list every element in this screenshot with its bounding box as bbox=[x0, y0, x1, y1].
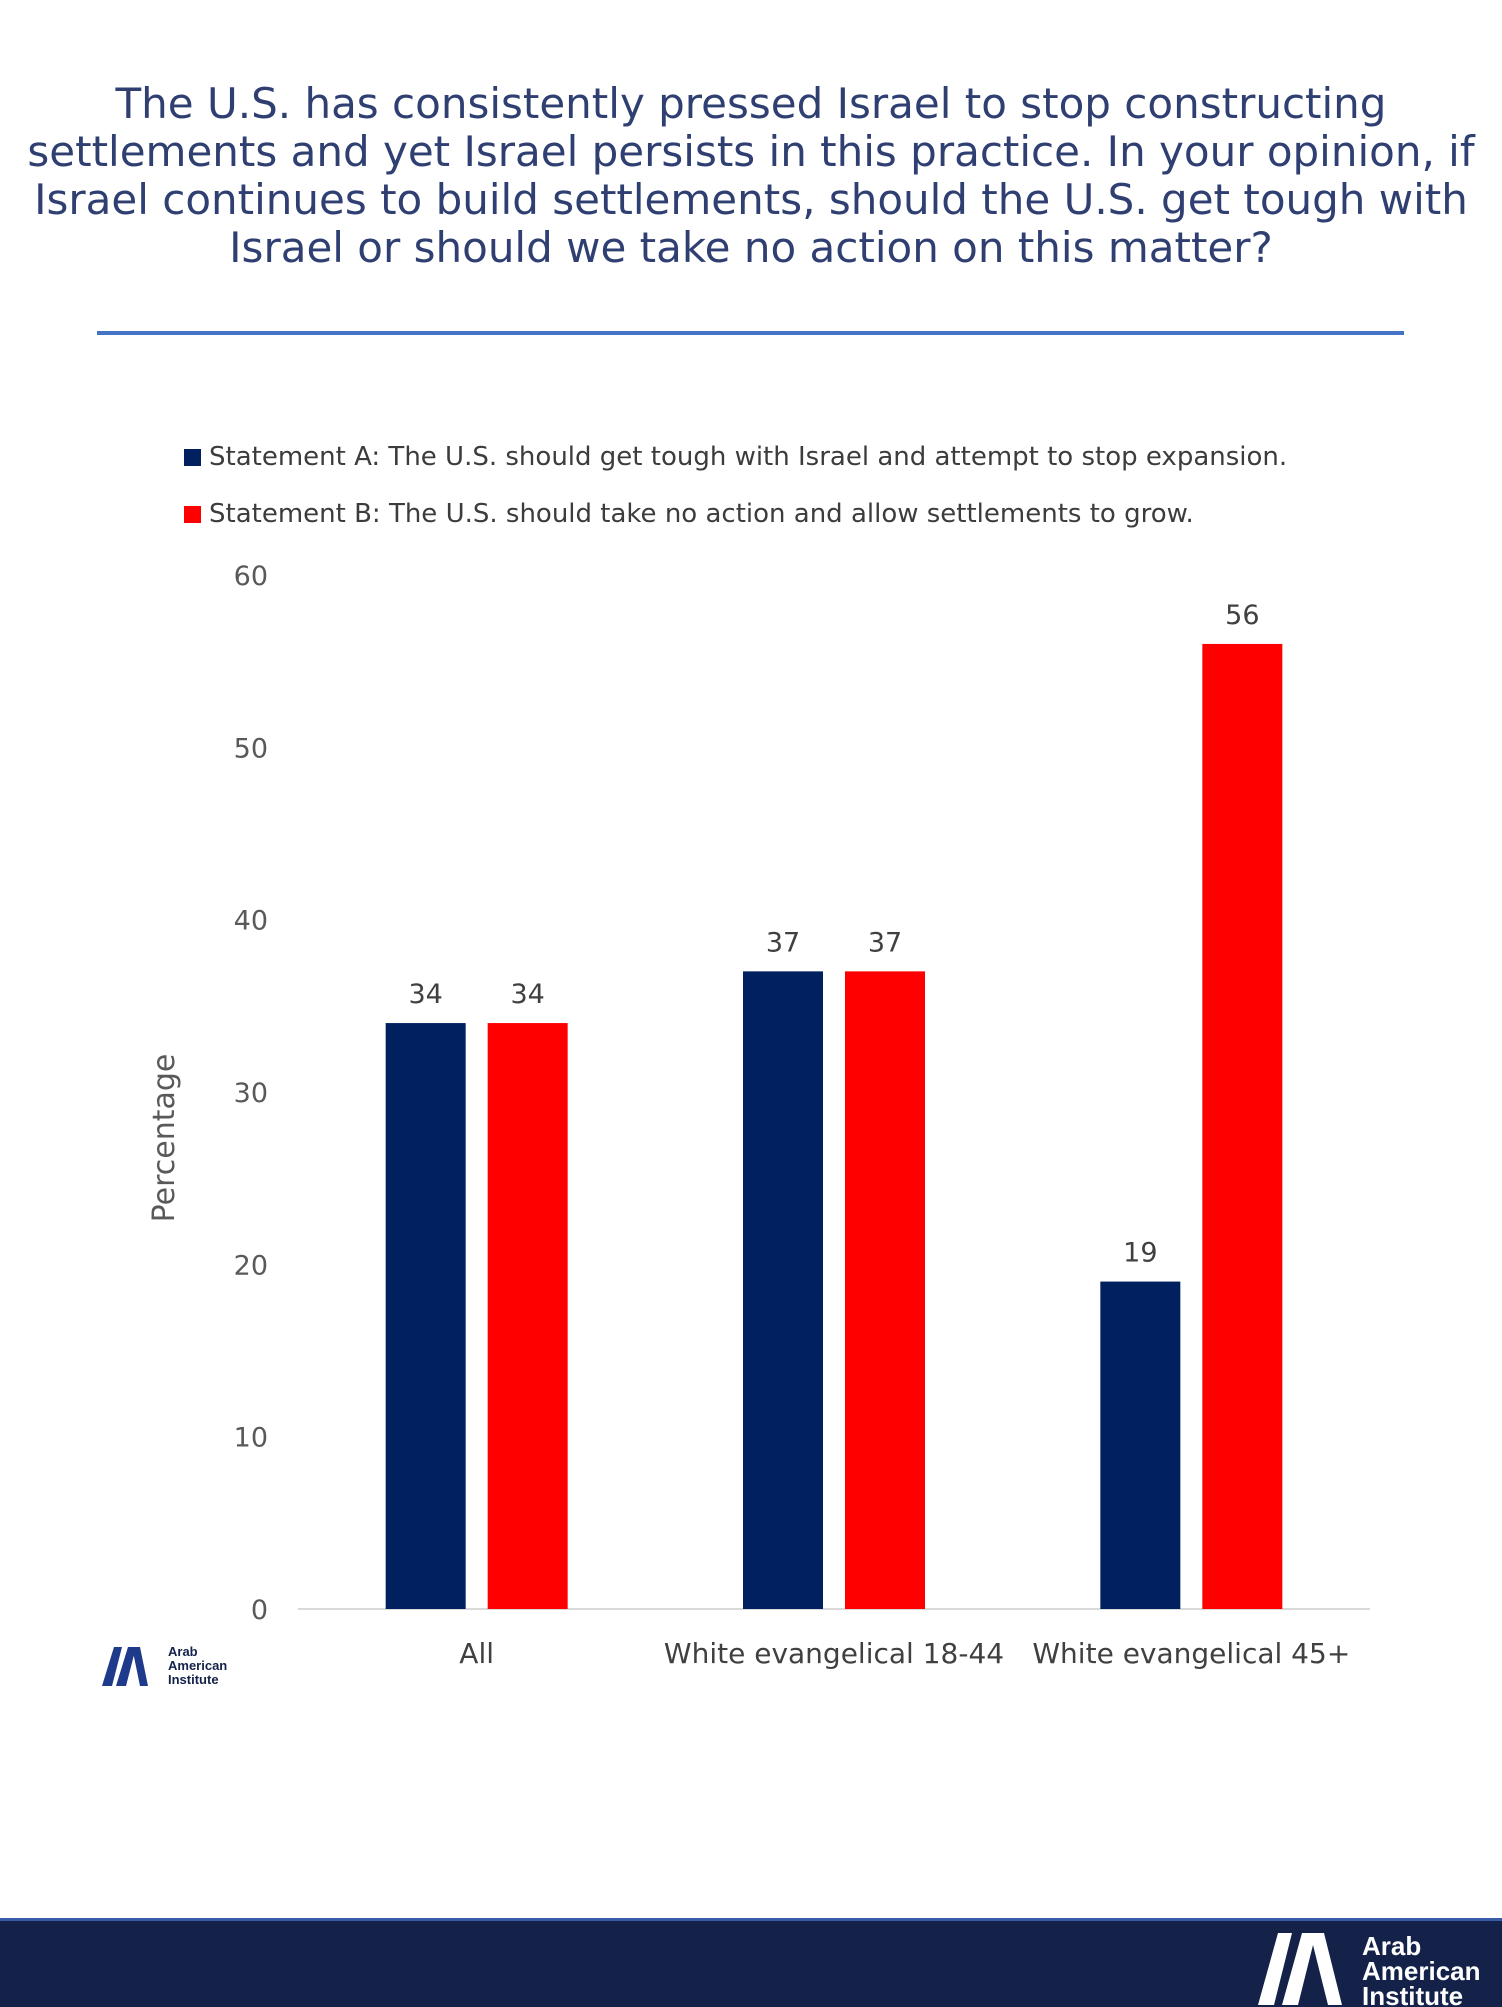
y-tick-label: 50 bbox=[234, 733, 268, 764]
logo-footer-line3: Institute bbox=[1362, 1981, 1463, 2007]
title-divider bbox=[97, 331, 1404, 335]
y-tick-label: 20 bbox=[234, 1250, 268, 1281]
data-label: 37 bbox=[766, 927, 800, 958]
footer-bar: Arab American Institute bbox=[0, 1918, 1502, 2007]
data-label: 37 bbox=[868, 927, 902, 958]
logo-small-line3: Institute bbox=[168, 1672, 219, 1687]
legend-item-statement-b: Statement B: The U.S. should take no act… bbox=[184, 499, 1194, 529]
legend-label-statement-a: Statement A: The U.S. should get tough w… bbox=[209, 442, 1288, 472]
legend-item-statement-a: Statement A: The U.S. should get tough w… bbox=[184, 442, 1287, 472]
aai-logo-footer: Arab American Institute bbox=[1258, 1931, 1481, 2007]
y-tick-label: 60 bbox=[234, 561, 268, 592]
logo-footer-line1: Arab bbox=[1362, 1931, 1421, 1961]
bar bbox=[1100, 1281, 1181, 1609]
y-axis-title: Percentage bbox=[147, 1054, 182, 1223]
bar-chart: 0 10 20 30 40 50 60 Percentage 34 34 All 37 37 White … bbox=[147, 561, 1370, 1670]
y-tick-label: 0 bbox=[251, 1595, 268, 1626]
bar bbox=[743, 971, 823, 1609]
legend-swatch-statement-b bbox=[184, 505, 201, 523]
aai-logo-small: Arab American Institute bbox=[102, 1644, 227, 1687]
logo-footer-line2: American bbox=[1362, 1956, 1481, 1986]
y-tick-label: 30 bbox=[234, 1078, 268, 1109]
legend-swatch-statement-a bbox=[184, 448, 201, 466]
data-label: 56 bbox=[1225, 600, 1259, 631]
data-label: 19 bbox=[1123, 1238, 1157, 1269]
x-tick-label: White evangelical 18-44 bbox=[664, 1637, 1004, 1670]
bar bbox=[1202, 643, 1283, 1609]
bar bbox=[487, 1023, 568, 1609]
y-tick-label: 40 bbox=[234, 906, 268, 937]
x-tick-label: All bbox=[459, 1637, 494, 1670]
logo-small-line2: American bbox=[168, 1658, 227, 1673]
data-label: 34 bbox=[408, 979, 442, 1010]
bar bbox=[845, 971, 925, 1609]
bar bbox=[385, 1023, 466, 1609]
legend-label-statement-b: Statement B: The U.S. should take no act… bbox=[209, 499, 1194, 529]
y-tick-label: 10 bbox=[234, 1423, 268, 1454]
logo-small-line1: Arab bbox=[168, 1644, 198, 1659]
x-tick-label: White evangelical 45+ bbox=[1032, 1637, 1350, 1670]
page-title: The U.S. has consistently pressed Israel… bbox=[27, 79, 1475, 272]
data-label: 34 bbox=[510, 979, 544, 1010]
